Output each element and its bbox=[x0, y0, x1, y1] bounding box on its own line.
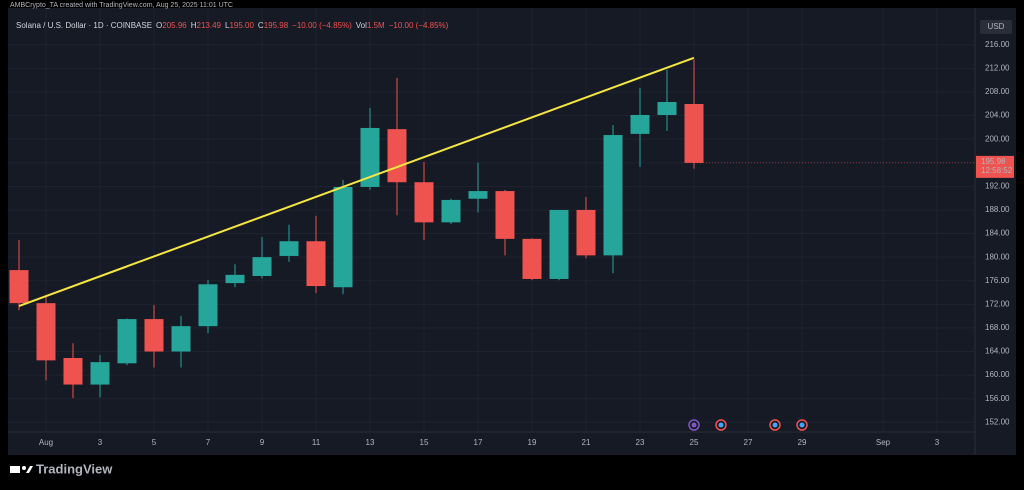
x-tick-label: 7 bbox=[206, 438, 211, 447]
candle-body bbox=[117, 319, 137, 364]
y-tick-label: 192.00 bbox=[985, 181, 1010, 190]
currency-label[interactable]: USD bbox=[988, 22, 1005, 31]
y-tick-label: 212.00 bbox=[985, 64, 1010, 73]
candle-body bbox=[198, 284, 218, 327]
candle-body bbox=[468, 191, 488, 199]
candle-body bbox=[630, 114, 650, 134]
symbol: Solana / U.S. Dollar · 1D · COINBASE bbox=[16, 21, 152, 30]
brand-logo-tick bbox=[26, 466, 33, 473]
candle-body bbox=[225, 274, 245, 284]
candle-body bbox=[441, 199, 461, 223]
x-tick-label: 13 bbox=[366, 438, 375, 447]
x-tick-label: 11 bbox=[312, 438, 321, 447]
ohlc-key: H bbox=[191, 21, 197, 30]
x-tick-label: 15 bbox=[420, 438, 429, 447]
candle-body bbox=[279, 241, 299, 256]
y-tick-label: 176.00 bbox=[985, 276, 1010, 285]
countdown: 12:58:52 bbox=[981, 166, 1013, 175]
y-tick-label: 180.00 bbox=[985, 252, 1010, 261]
event-icon-core bbox=[772, 422, 778, 428]
candle-body bbox=[306, 241, 326, 287]
brand-logo-dot bbox=[22, 466, 26, 470]
candle-body bbox=[657, 102, 677, 115]
x-tick-label: 23 bbox=[636, 438, 645, 447]
x-tick-label: 29 bbox=[798, 438, 807, 447]
y-tick-label: 164.00 bbox=[985, 347, 1010, 356]
candle-body bbox=[576, 209, 596, 256]
watermark: AMBCrypto_TA created with TradingView.co… bbox=[10, 2, 233, 9]
ohlc-value: 205.96 bbox=[162, 21, 187, 30]
event-icon-core bbox=[691, 422, 697, 428]
x-tick-label: 3 bbox=[935, 438, 940, 447]
candle-body bbox=[171, 326, 191, 352]
brand: TradingView bbox=[10, 461, 113, 476]
candle-body bbox=[360, 127, 380, 187]
y-tick-label: 160.00 bbox=[985, 370, 1010, 379]
brand-name: TradingView bbox=[36, 461, 113, 476]
x-tick-label: 17 bbox=[474, 438, 483, 447]
legend-line: Solana / U.S. Dollar · 1D · COINBASE O205… bbox=[16, 21, 449, 30]
candle-body bbox=[603, 135, 623, 256]
x-tick-label: Sep bbox=[876, 438, 891, 447]
candle-body bbox=[549, 209, 569, 279]
x-tick-label: 9 bbox=[260, 438, 265, 447]
event-icon-core bbox=[718, 422, 724, 428]
x-tick-label: 21 bbox=[582, 438, 591, 447]
y-tick-label: 156.00 bbox=[985, 394, 1010, 403]
event-icon-core bbox=[799, 422, 805, 428]
candle-body bbox=[9, 270, 29, 304]
y-tick-label: 172.00 bbox=[985, 299, 1010, 308]
y-tick-label: 184.00 bbox=[985, 229, 1010, 238]
volume-key: Vol bbox=[356, 21, 367, 30]
x-tick-label: 19 bbox=[528, 438, 537, 447]
volume-change: −10.00 (−4.85%) bbox=[389, 21, 449, 30]
candle-body bbox=[522, 238, 542, 279]
last-price-tag bbox=[976, 155, 1014, 178]
y-tick-label: 188.00 bbox=[985, 205, 1010, 214]
x-tick-label: 25 bbox=[690, 438, 699, 447]
grid bbox=[8, 8, 975, 432]
candle-body bbox=[333, 186, 353, 288]
candle-body bbox=[495, 191, 515, 239]
candle-body bbox=[36, 303, 56, 361]
ohlc-key: L bbox=[225, 21, 230, 30]
last-price-label: 195.98 bbox=[981, 157, 1006, 166]
volume-value: 1.5M bbox=[367, 21, 385, 30]
x-tick-label: 3 bbox=[98, 438, 103, 447]
y-tick-label: 216.00 bbox=[985, 40, 1010, 49]
ohlc-key: O bbox=[156, 21, 162, 30]
y-tick-label: 204.00 bbox=[985, 111, 1010, 120]
candle-body bbox=[414, 182, 434, 223]
ohlc-value: 195.98 bbox=[264, 21, 289, 30]
x-tick-label: 5 bbox=[152, 438, 157, 447]
change: −10.00 (−4.85%) bbox=[292, 21, 352, 30]
candle-body bbox=[252, 257, 272, 277]
x-tick-label: 27 bbox=[744, 438, 753, 447]
brand-logo bbox=[10, 466, 20, 473]
y-tick-label: 200.00 bbox=[985, 134, 1010, 143]
candle-body bbox=[90, 362, 110, 385]
currency-button[interactable] bbox=[980, 20, 1012, 34]
ohlc-value: 195.00 bbox=[229, 21, 254, 30]
candle-body bbox=[387, 129, 407, 183]
plot: 152.00 156.00 160.00 164.00 168.00 172.00 176.… bbox=[9, 40, 1014, 447]
y-tick-label: 168.00 bbox=[985, 323, 1010, 332]
y-tick-label: 152.00 bbox=[985, 417, 1010, 426]
candle-body bbox=[63, 358, 83, 385]
candle-body bbox=[684, 104, 704, 163]
ohlc-value: 213.49 bbox=[197, 21, 222, 30]
candle-body bbox=[144, 319, 164, 352]
ohlc-key: C bbox=[258, 21, 264, 30]
y-tick-label: 208.00 bbox=[985, 87, 1010, 96]
trendline bbox=[18, 56, 695, 308]
x-tick-label: Aug bbox=[39, 438, 53, 447]
